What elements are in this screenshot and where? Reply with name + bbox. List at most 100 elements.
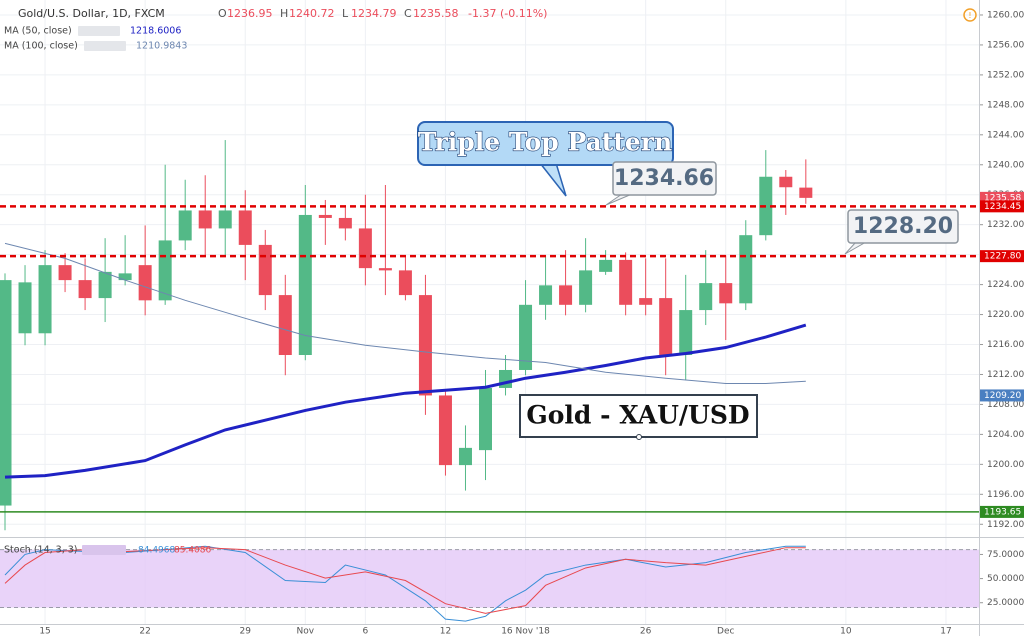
label-anchor [636, 434, 642, 440]
candle-body [418, 295, 432, 396]
price-tag [980, 505, 1024, 518]
y-tick-label: 1244.00 [987, 130, 1024, 140]
callout-text: 1228.20 [853, 214, 953, 239]
candle-body [599, 259, 613, 272]
candle-body [258, 244, 272, 296]
x-tick-label: 29 [240, 627, 252, 636]
y-tick-label: 1224.00 [987, 280, 1024, 290]
candle-body [458, 447, 472, 466]
change: -1.37 (-0.11%) [468, 7, 547, 20]
y-tick-label: 1200.00 [987, 460, 1024, 470]
legend-controls [84, 41, 126, 51]
ohlc-value: 1235.58 [413, 7, 459, 20]
overlays: 1192.00 1196.00 1200.00 1204.00 1208.00 1212.… [39, 10, 1024, 636]
candle-body [639, 298, 653, 305]
legend-name: MA (100, close) [4, 41, 78, 52]
callout-text: 1234.66 [614, 166, 714, 191]
candle-body [478, 387, 492, 451]
candle-body [739, 235, 753, 304]
candle-body [799, 187, 813, 198]
price-tag [980, 200, 1024, 213]
candle-body [278, 295, 292, 356]
price-tag [980, 250, 1024, 263]
y-tick-label: 1192.00 [987, 520, 1024, 530]
legend-value: 1218.6006 [130, 26, 181, 37]
ma-line [4, 323, 807, 479]
legend-controls [82, 545, 126, 555]
callout-text: Triple Top Pattern [418, 128, 672, 157]
x-tick-label: 17 [940, 627, 951, 636]
candle-body [198, 210, 212, 229]
candle-body [178, 210, 192, 241]
ohlc-key: C [404, 7, 412, 20]
y-tick-label: 1232.00 [987, 220, 1024, 230]
candle-body [699, 283, 713, 311]
candle-body [98, 271, 112, 299]
candle-body [438, 395, 452, 466]
y-tick-label: 1256.00 [987, 40, 1024, 50]
legend-value: 1210.9843 [136, 41, 187, 52]
price-tag-label: 1235.58 [984, 193, 1021, 203]
price-tag [980, 389, 1024, 402]
stoch-title: Stoch (14, 3, 3) [4, 545, 78, 556]
ma-line [4, 242, 806, 384]
candle-body [338, 217, 352, 229]
legend-name: MA (50, close) [4, 26, 72, 37]
y-tick-label: 1196.00 [987, 490, 1024, 500]
candle-body [579, 270, 593, 305]
stoch-value: 84.4968 [138, 546, 175, 556]
candle-body [218, 210, 232, 229]
y-tick-label: 1212.00 [987, 370, 1024, 380]
candle-body [559, 285, 573, 305]
y-tick-label: 1240.00 [987, 160, 1024, 170]
price-tag-label: 1193.65 [984, 507, 1021, 517]
x-tick-label: 12 [440, 627, 451, 636]
price-tag-label: 1227.80 [984, 252, 1021, 262]
stoch-line [4, 545, 806, 622]
candle-body [0, 280, 12, 506]
label-text: Gold - XAU/USD [526, 401, 749, 430]
x-tick-label: 16 Nov '18 [501, 627, 550, 636]
candle-body [539, 285, 553, 305]
stoch-bands [0, 549, 979, 609]
ohlc-key: L [342, 7, 349, 20]
label-box [519, 394, 758, 438]
candle-body [659, 298, 673, 356]
stoch-band [0, 549, 979, 608]
x-tick-label: 15 [39, 627, 50, 636]
price-tag-label: 1234.45 [984, 202, 1021, 212]
x-tick-label: Nov [297, 627, 315, 636]
x-tick-label: 22 [139, 627, 150, 636]
ohlc-key: O [218, 7, 227, 20]
candle-body [158, 240, 172, 301]
ohlc-value: 1240.72 [289, 7, 335, 20]
y-tick-label: 1216.00 [987, 340, 1024, 350]
x-tick-label: Dec [717, 627, 734, 636]
candle-body [779, 176, 793, 188]
candle-body [318, 214, 332, 218]
candle-body [619, 259, 633, 305]
candle-body [679, 310, 693, 356]
y-tick-label: 1252.00 [987, 70, 1024, 80]
candle-body [58, 265, 72, 281]
y-tick-label: 1208.00 [987, 400, 1024, 410]
candle-body [118, 273, 132, 281]
y-tick-label: 75.0000 [987, 550, 1024, 560]
legend-controls [78, 26, 120, 36]
header: Gold/U.S. Dollar, 1D, FXCM O 1236.95 H 1240.… [4, 7, 547, 556]
ohlc-value: 1234.79 [351, 7, 397, 20]
y-tick-label: 50.0000 [987, 574, 1024, 584]
y-tick-label: 1260.00 [987, 10, 1024, 20]
candle-body [358, 228, 372, 269]
callout-box [612, 161, 717, 196]
candle-body [519, 304, 533, 370]
ohlc-value: 1236.95 [227, 7, 273, 20]
y-tick-label: 1204.00 [987, 430, 1024, 440]
candle-body [378, 268, 392, 271]
callout-box [847, 209, 959, 244]
candle-body [18, 282, 32, 334]
candle-body [238, 210, 252, 245]
candle-body [298, 214, 312, 356]
